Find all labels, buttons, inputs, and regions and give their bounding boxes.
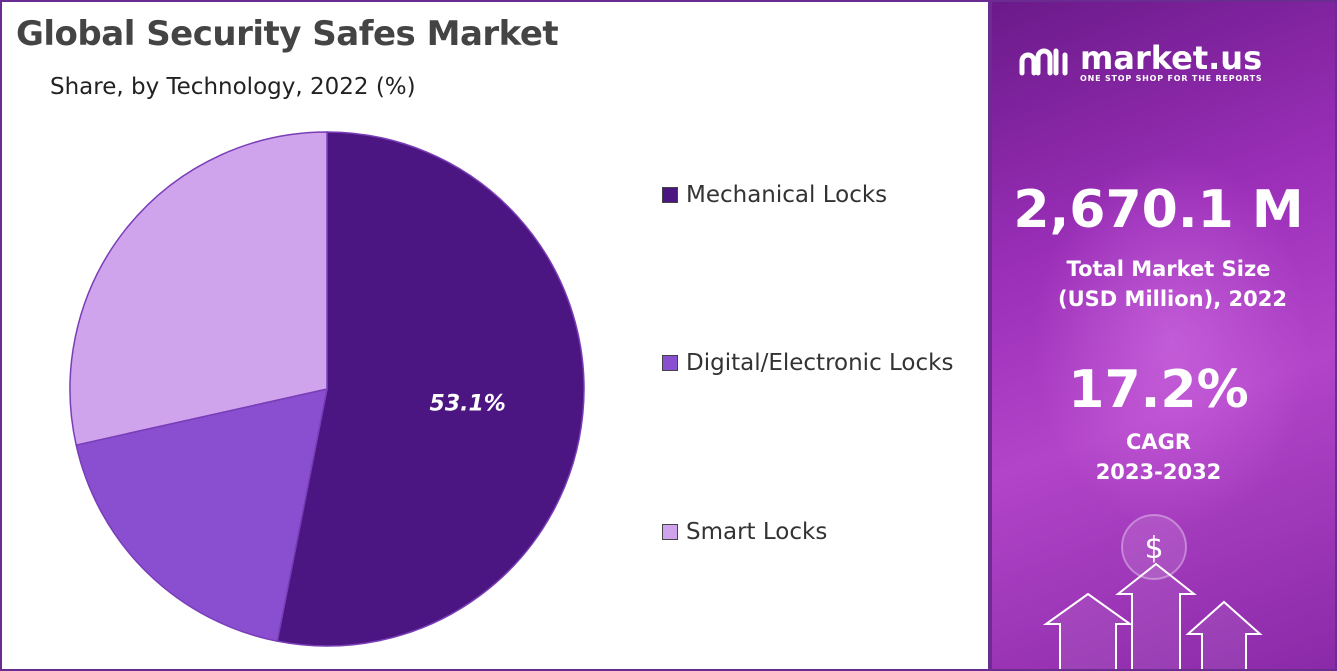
chart-title: Global Security Safes Market [16,14,559,54]
chart-subtitle: Share, by Technology, 2022 (%) [50,74,416,100]
pie-chart: 53.1% [69,131,585,647]
pie-slice-digital-electronic-locks [75,388,328,643]
legend-swatch-mechanical-locks [662,187,678,203]
legend-swatch-digital-electronic-locks [662,355,678,371]
coin-icon [1121,514,1187,580]
brand-tagline: ONE STOP SHOP FOR THE REPORTS [1080,74,1263,83]
pie-slice-smart-locks [69,131,328,446]
legend-item-smart-locks: Smart Locks [662,519,827,545]
legend-label: Smart Locks [686,519,828,545]
arrow-up-icon [1115,562,1197,669]
legend-swatch-smart-locks [662,524,678,540]
market-size-label-1: Total Market Size [1066,257,1271,281]
legend-label: Digital/Electronic Locks [686,350,954,376]
cagr-label-1: CAGR [1125,430,1192,454]
growth-arrows-decoration: $ [1042,514,1263,669]
cagr-label-2: 2023-2032 [1095,460,1222,484]
cagr-value: 17.2% [1068,360,1249,420]
legend-item-mechanical-locks: Mechanical Locks [662,182,887,208]
arrow-up-icon [1185,600,1263,669]
brand-name: market.us [1080,39,1263,77]
dollar-icon: $ [1144,531,1163,566]
arrow-up-icon [1042,592,1134,669]
pie-slice-mechanical-locks [276,131,585,647]
legend-item-digital-electronic-locks: Digital/Electronic Locks [662,350,953,376]
brand: market.us ONE STOP SHOP FOR THE REPORTS [1018,42,1262,83]
background-glow [1032,152,1312,532]
legend-label: Mechanical Locks [686,182,888,208]
market-us-logo-icon [1019,48,1068,75]
market-size-label-2: (USD Million), 2022 [1058,287,1287,311]
data-label: 53.1% [430,392,506,417]
market-size-value: 2,670.1 M [1013,180,1304,240]
side-panel: market.us ONE STOP SHOP FOR THE REPORTS … [990,0,1337,671]
chart-panel: Global Security Safes Market Share, by T… [0,0,990,671]
